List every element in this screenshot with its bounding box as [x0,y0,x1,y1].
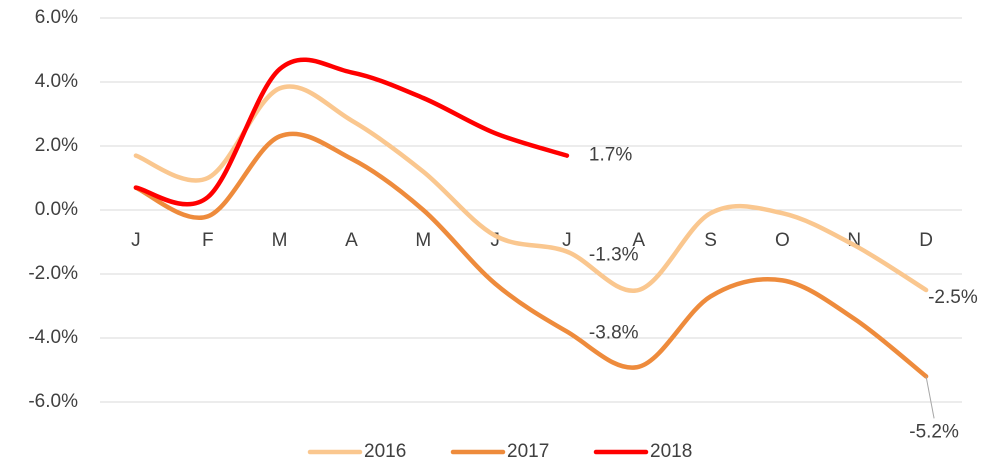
x-tick-label: J [131,230,141,251]
x-tick-label: J [490,230,500,251]
x-tick-label: F [202,230,214,251]
y-tick-label: -4.0% [28,327,78,348]
x-tick-label: M [272,230,288,251]
x-tick-label: D [919,230,933,251]
line-series [133,57,570,207]
x-tick-label: S [704,230,717,251]
x-tick-label: A [345,230,358,251]
y-tick-label: 6.0% [35,7,78,28]
data-label: -1.3% [589,245,639,266]
legend-label: 2018 [650,441,692,462]
y-tick-label: -6.0% [28,391,78,412]
data-label: -3.8% [589,323,639,344]
leader-line [925,376,935,419]
x-tick-label: A [632,230,645,251]
legend-label: 2017 [507,441,549,462]
y-tick-label: 2.0% [35,135,78,156]
y-tick-label: 4.0% [35,71,78,92]
line-series [133,131,929,379]
legend-label: 2016 [364,441,406,462]
y-tick-label: -2.0% [28,263,78,284]
x-tick-label: M [415,230,431,251]
data-label: 1.7% [589,145,632,166]
x-tick-label: J [562,230,572,251]
y-tick-label: 0.0% [35,199,78,220]
data-label: -2.5% [928,287,978,308]
line-series [133,84,929,293]
data-label: -5.2% [909,421,959,442]
x-tick-label: O [775,230,790,251]
